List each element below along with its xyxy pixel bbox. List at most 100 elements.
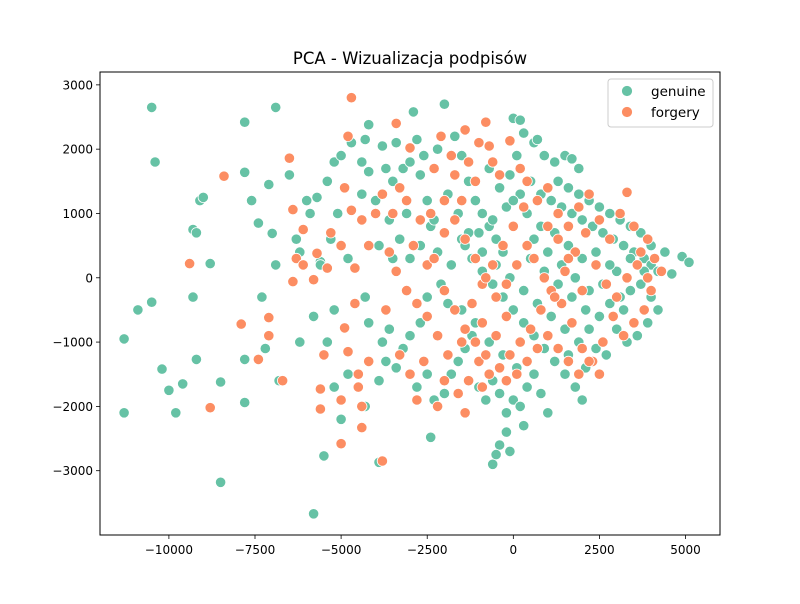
data-point-genuine (586, 220, 599, 232)
data-point-genuine (542, 407, 554, 419)
data-point-genuine (149, 156, 161, 168)
data-point-genuine (552, 278, 564, 290)
data-point-genuine (301, 195, 313, 207)
data-point-forgery (511, 259, 523, 271)
data-point-forgery (407, 240, 419, 252)
data-point-forgery (528, 252, 540, 265)
data-point-forgery (576, 284, 588, 297)
data-point-genuine (146, 101, 158, 114)
data-point-forgery (442, 349, 454, 361)
data-point-genuine (146, 296, 158, 308)
y-tick-label: 3000 (62, 78, 93, 92)
data-point-forgery (449, 169, 461, 181)
data-point-forgery (452, 387, 464, 400)
data-point-forgery (621, 272, 633, 284)
data-point-forgery (383, 246, 395, 258)
data-point-forgery (538, 272, 550, 284)
data-point-forgery (325, 227, 337, 239)
data-point-forgery (404, 368, 416, 380)
data-point-forgery (462, 375, 475, 387)
data-point-genuine (425, 431, 437, 443)
data-point-forgery (521, 355, 533, 367)
data-point-forgery (521, 175, 533, 187)
data-point-genuine (283, 169, 295, 181)
data-point-genuine (239, 353, 251, 365)
data-point-genuine (132, 304, 144, 316)
data-point-forgery (555, 297, 568, 310)
data-point-forgery (521, 240, 533, 252)
data-point-genuine (445, 259, 457, 271)
data-point-forgery (473, 355, 485, 367)
data-point-genuine (187, 291, 199, 303)
data-point-forgery (338, 322, 351, 334)
y-tick-label: −1000 (52, 336, 93, 350)
data-point-forgery (438, 284, 450, 297)
data-point-forgery (307, 274, 320, 286)
data-point-forgery (449, 304, 461, 316)
data-point-genuine (363, 166, 375, 178)
data-point-forgery (345, 204, 357, 216)
data-point-genuine (480, 394, 492, 406)
data-point-forgery (583, 355, 595, 367)
data-point-forgery (607, 310, 619, 322)
data-point-genuine (307, 508, 320, 520)
data-point-forgery (621, 186, 633, 198)
data-point-genuine (252, 217, 264, 229)
x-tick-label: 2500 (584, 543, 615, 557)
data-point-genuine (363, 317, 375, 329)
data-point-forgery (524, 323, 537, 335)
data-point-forgery (349, 297, 361, 310)
data-point-forgery (356, 214, 368, 226)
data-point-forgery (459, 407, 471, 419)
data-point-forgery (338, 182, 351, 194)
data-point-genuine (528, 233, 540, 245)
data-point-genuine (307, 310, 320, 322)
data-point-genuine (404, 156, 416, 168)
data-point-genuine (342, 368, 354, 380)
data-point-genuine (190, 227, 202, 239)
data-point-genuine (617, 304, 630, 316)
data-point-genuine (590, 246, 602, 258)
data-point-forgery (287, 275, 299, 288)
data-point-genuine (566, 207, 578, 220)
data-point-forgery (552, 342, 564, 355)
data-point-genuine (500, 407, 512, 419)
data-point-forgery (456, 195, 468, 207)
data-point-genuine (390, 137, 402, 149)
data-point-genuine (604, 259, 616, 271)
data-point-forgery (614, 207, 626, 220)
data-point-genuine (504, 445, 516, 457)
data-point-genuine (635, 227, 647, 239)
data-point-forgery (421, 310, 433, 322)
data-point-genuine (239, 396, 251, 409)
data-point-forgery (511, 368, 523, 380)
data-point-forgery (263, 330, 275, 342)
data-point-forgery (356, 400, 368, 412)
data-point-genuine (559, 323, 571, 335)
data-point-genuine (163, 384, 175, 396)
data-point-forgery (390, 117, 402, 130)
legend-label-genuine: genuine (651, 84, 706, 100)
data-point-forgery (566, 317, 578, 329)
data-point-forgery (490, 330, 502, 342)
data-point-forgery (352, 368, 364, 380)
data-point-forgery (438, 227, 450, 239)
data-point-forgery (469, 175, 481, 187)
data-point-forgery (438, 195, 450, 207)
data-point-forgery (314, 403, 326, 415)
data-point-forgery (445, 150, 457, 162)
data-point-genuine (469, 195, 481, 207)
data-point-forgery (597, 336, 609, 348)
data-point-forgery (590, 259, 602, 271)
y-tick-label: 1000 (62, 207, 93, 221)
data-point-forgery (321, 262, 333, 274)
y-tick-label: 0 (85, 271, 93, 285)
data-point-forgery (480, 349, 492, 361)
data-point-genuine (593, 201, 606, 213)
data-point-genuine (528, 368, 540, 380)
data-point-forgery (552, 233, 564, 245)
data-point-forgery (562, 252, 575, 265)
data-point-forgery (514, 162, 526, 175)
data-point-genuine (590, 342, 602, 355)
